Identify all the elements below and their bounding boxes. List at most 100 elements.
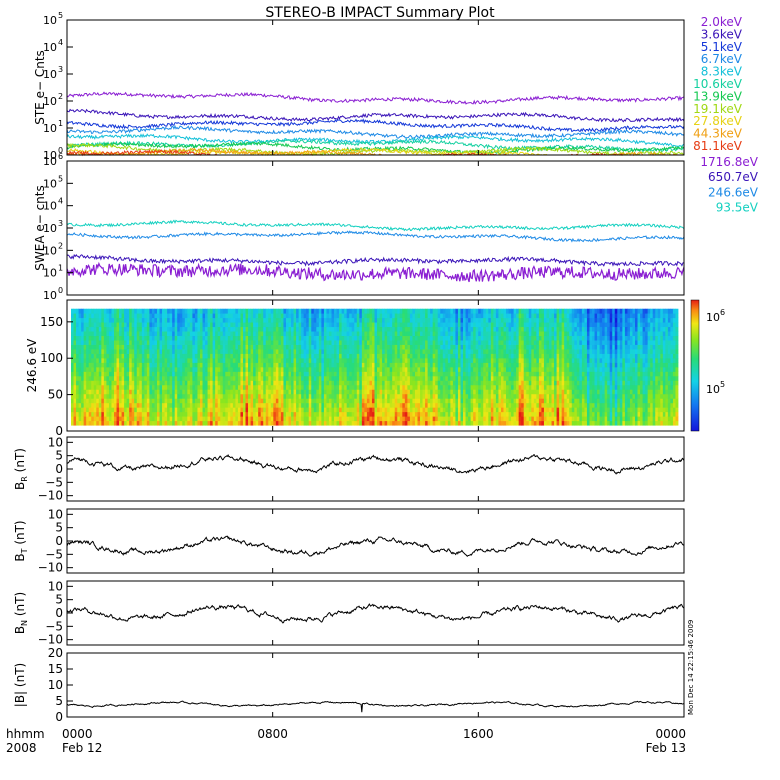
heatmap-cell [432, 416, 436, 422]
heatmap-cell [498, 362, 502, 368]
heatmap-cell [162, 402, 165, 408]
heatmap-cell [263, 402, 267, 408]
heatmap-cell [273, 420, 277, 426]
heatmap-cell [366, 335, 370, 341]
heatmap-cell [361, 380, 365, 386]
heatmap-cell [538, 308, 542, 314]
heatmap-cell [313, 384, 317, 390]
heatmap-cell [323, 313, 327, 319]
heatmap-cell [371, 420, 375, 426]
heatmap-cell [430, 331, 434, 337]
heatmap-cell [291, 416, 294, 422]
heatmap-cell [316, 393, 320, 399]
heatmap-cell [538, 375, 542, 381]
heatmap-cell [331, 375, 335, 381]
heatmap-cell [430, 398, 434, 404]
heatmap-cell [273, 402, 277, 408]
heatmap-cell [490, 389, 494, 395]
heatmap-cell [240, 362, 244, 368]
heatmap-cell [207, 340, 211, 345]
heatmap-cell [260, 308, 264, 314]
heatmap-cell [407, 380, 411, 386]
heatmap-cell [354, 308, 358, 314]
heatmap-cell [437, 335, 441, 341]
heatmap-cell [483, 340, 487, 345]
heatmap-cell [359, 313, 363, 319]
heatmap-cell [455, 371, 459, 377]
heatmap-cell [354, 362, 358, 368]
heatmap-cell [361, 384, 365, 390]
heatmap-cell [493, 349, 497, 354]
heatmap-cell [478, 375, 482, 381]
heatmap-cell [126, 393, 130, 399]
heatmap-cell [339, 331, 343, 337]
heatmap-cell [293, 398, 297, 404]
heatmap-cell [331, 380, 335, 386]
heatmap-cell [139, 326, 143, 332]
heatmap-cell [518, 326, 522, 332]
heatmap-cell [455, 349, 459, 354]
heatmap-cell [452, 384, 456, 390]
heatmap-cell [275, 380, 279, 386]
heatmap-cell [232, 317, 236, 323]
heatmap-cell [235, 407, 239, 413]
heatmap-cell [149, 331, 153, 337]
heatmap-cell [159, 358, 163, 363]
heatmap-cell [83, 407, 87, 413]
heatmap-cell [268, 335, 272, 341]
heatmap-cell [409, 326, 413, 332]
heatmap-cell [485, 402, 489, 408]
heatmap-cell [326, 402, 330, 408]
heatmap-cell [78, 335, 82, 341]
heatmap-cell [531, 308, 535, 314]
heatmap-cell [144, 420, 148, 426]
heatmap-cell [364, 407, 368, 413]
heatmap-cell [93, 393, 97, 399]
heatmap-cell [134, 344, 138, 350]
heatmap-cell [354, 366, 358, 372]
heatmap-cell [447, 362, 451, 368]
heatmap-cell [508, 313, 512, 319]
heatmap-cell [336, 371, 340, 377]
heatmap-cell [311, 416, 315, 422]
heatmap-cell [232, 411, 236, 417]
heatmap-cell [98, 402, 102, 408]
heatmap-cell [397, 402, 401, 408]
heatmap-cell [174, 353, 178, 359]
heatmap-cell [199, 416, 203, 422]
heatmap-cell [323, 358, 327, 363]
heatmap-cell [101, 366, 105, 372]
heatmap-cell [298, 384, 302, 390]
heatmap-cell [359, 393, 363, 399]
heatmap-cell [86, 308, 90, 314]
heatmap-cell [194, 362, 198, 368]
heatmap-cell [409, 420, 413, 426]
heatmap-cell [121, 353, 125, 359]
heatmap-cell [263, 331, 267, 337]
heatmap-cell [374, 366, 378, 372]
heatmap-cell [334, 362, 337, 368]
heatmap-cell [493, 420, 497, 426]
heatmap-cell [93, 380, 97, 386]
heatmap-cell [71, 362, 74, 368]
heatmap-cell [240, 366, 244, 372]
heatmap-cell [397, 317, 401, 323]
heatmap-cell [301, 326, 305, 332]
heatmap-cell [377, 393, 380, 399]
heatmap-cell [298, 353, 302, 359]
heatmap-cell [465, 389, 469, 395]
heatmap-cell [538, 335, 542, 341]
heatmap-cell [478, 322, 482, 328]
heatmap-cell [156, 380, 160, 386]
heatmap-cell [131, 420, 135, 426]
heatmap-cell [111, 402, 115, 408]
heatmap-cell [197, 398, 201, 404]
heatmap-cell [349, 331, 353, 337]
heatmap-cell [323, 375, 327, 381]
heatmap-cell [156, 335, 160, 341]
heatmap-cell [172, 362, 176, 368]
heatmap-cell [129, 393, 133, 399]
heatmap-cell [516, 393, 520, 399]
heatmap-cell [318, 326, 322, 332]
heatmap-cell [283, 371, 287, 377]
